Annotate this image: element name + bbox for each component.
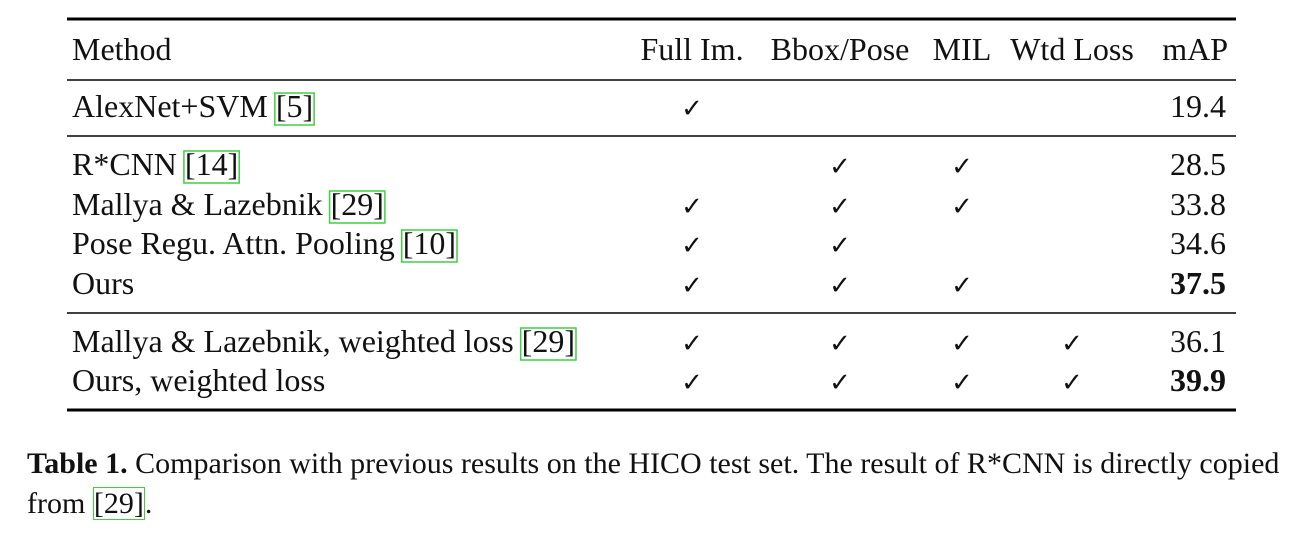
check-mark: ✓	[681, 94, 703, 124]
caption-text: Comparison with previous results on the …	[27, 447, 1280, 520]
check-mark: ✓	[829, 329, 851, 359]
check-mark: ✓	[829, 192, 851, 222]
method-name: Mallya & Lazebnik	[72, 186, 323, 222]
check-mark: ✓	[681, 329, 703, 359]
table-caption: Table 1. Comparison with previous result…	[27, 444, 1289, 524]
citation-box	[328, 190, 386, 224]
results-table: Method Full Im. Bbox/Pose MIL Wtd Loss mAP Ale…	[67, 17, 1236, 412]
check-mark: ✓	[829, 231, 851, 261]
citation-box	[274, 92, 315, 126]
check-mark: ✓	[951, 271, 973, 301]
map-value: 33.8	[1170, 186, 1226, 222]
caption-label: Table 1.	[27, 447, 128, 480]
method-name: R*CNN	[72, 146, 177, 182]
check-mark: ✓	[951, 192, 973, 222]
method-name: AlexNet+SVM	[72, 88, 268, 124]
map-value: 28.5	[1170, 146, 1226, 182]
check-mark: ✓	[951, 329, 973, 359]
citation: [10]	[403, 225, 456, 261]
caption-end: .	[144, 487, 153, 520]
column-header: MIL	[933, 31, 992, 67]
citation: [29]	[522, 323, 575, 359]
column-header: Wtd Loss	[1010, 31, 1134, 67]
citation: [14]	[185, 146, 238, 182]
citation-box	[183, 150, 240, 184]
column-header: Full Im.	[640, 31, 743, 67]
check-mark: ✓	[681, 271, 703, 301]
check-mark: ✓	[829, 152, 851, 182]
check-mark: ✓	[951, 152, 973, 182]
map-value: 34.6	[1170, 225, 1226, 261]
check-mark: ✓	[829, 271, 851, 301]
citation: [29]	[92, 487, 145, 520]
map-value: 19.4	[1170, 88, 1226, 124]
column-header: Method	[72, 31, 172, 67]
citation: [5]	[276, 88, 313, 124]
column-header: Bbox/Pose	[771, 31, 910, 67]
check-mark: ✓	[829, 368, 851, 398]
method-name: Ours, weighted loss	[72, 362, 325, 398]
check-mark: ✓	[681, 192, 703, 222]
citation-box	[519, 327, 577, 361]
check-mark: ✓	[681, 368, 703, 398]
method-name: Pose Regu. Attn. Pooling	[72, 225, 395, 261]
check-mark: ✓	[1061, 329, 1083, 359]
check-mark: ✓	[951, 368, 973, 398]
method-name: Mallya & Lazebnik, weighted loss	[72, 323, 514, 359]
map-value: 39.9	[1170, 362, 1226, 398]
check-mark: ✓	[1061, 368, 1083, 398]
citation-box	[400, 229, 458, 263]
column-header: mAP	[1162, 31, 1228, 67]
method-name: Ours	[72, 265, 134, 301]
check-mark: ✓	[681, 231, 703, 261]
map-value: 37.5	[1170, 265, 1226, 301]
citation: [29]	[331, 186, 384, 222]
map-value: 36.1	[1170, 323, 1226, 359]
